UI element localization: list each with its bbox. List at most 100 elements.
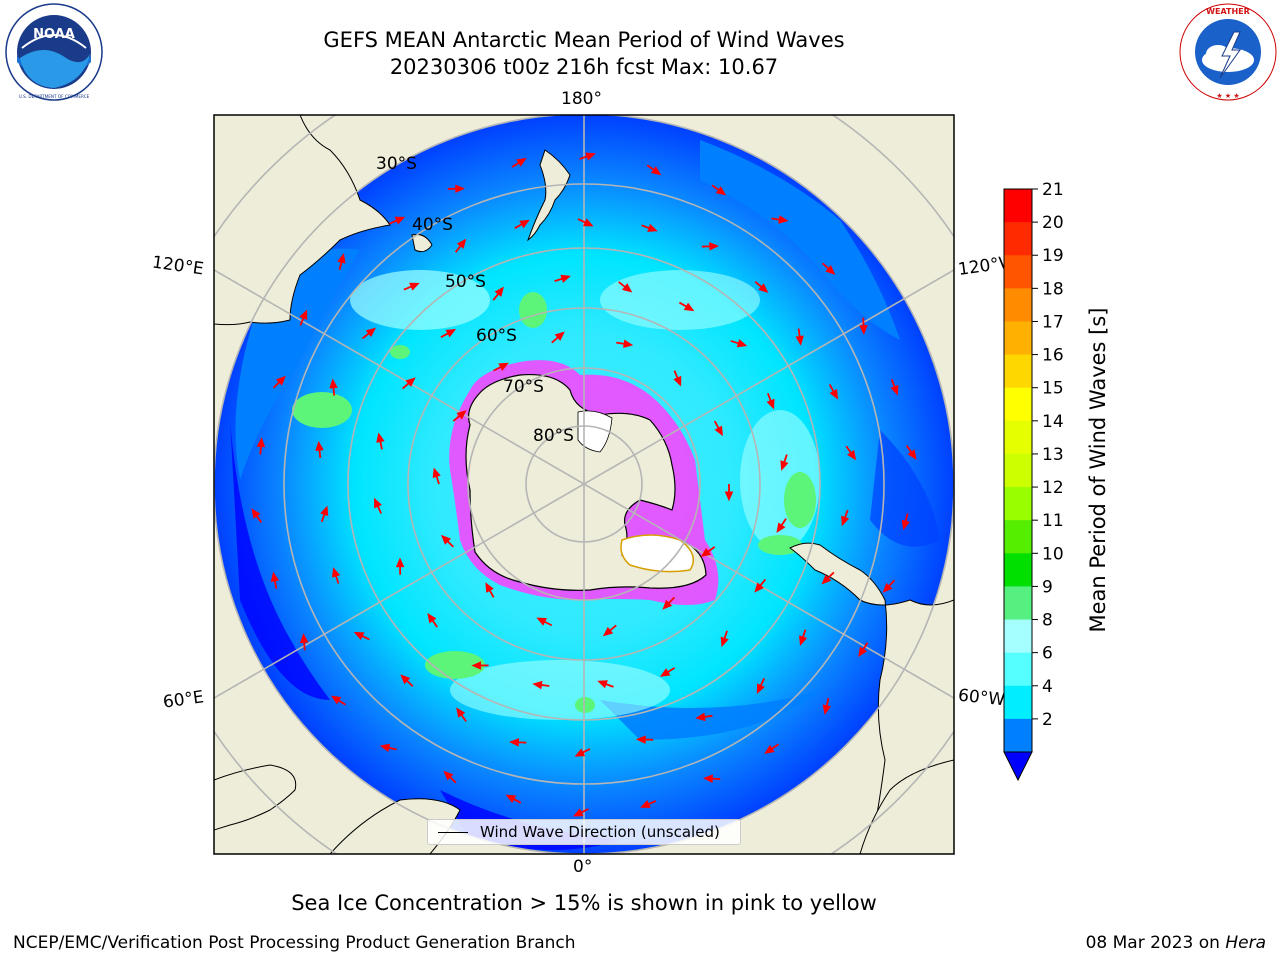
wind-arrow-head [640, 799, 651, 808]
wind-arrow-head [724, 491, 734, 502]
wind-arrow-head [736, 339, 748, 348]
sea-ice-caption: Sea Ice Concentration > 15% is shown in … [291, 891, 877, 915]
lat-label-50s: 50°S [445, 272, 486, 292]
wind-arrow-head [635, 735, 646, 744]
wind-arrow-head [841, 515, 850, 527]
colorbar-tick-label: 12 [1042, 478, 1064, 498]
wind-arrow-head [443, 770, 454, 781]
wind-arrow-head [623, 339, 634, 348]
wind-arrow-head [554, 331, 565, 342]
wind-arrow-head [516, 157, 527, 167]
wind-arrow-head [585, 152, 596, 161]
wind-arrow-head [847, 449, 857, 461]
wind-arrow-head [720, 636, 729, 648]
colorbar-band [1004, 520, 1032, 554]
colorbar-extend-triangle [1003, 751, 1033, 782]
wind-arrow-head [764, 744, 775, 754]
wind-arrow-head [519, 219, 530, 229]
wind-arrow-head [445, 329, 457, 338]
colorbar-tick-label: 17 [1042, 312, 1064, 332]
wind-arrow-head [275, 375, 286, 386]
wind-arrow-head [471, 661, 482, 670]
legend-label: Wind Wave Direction (unscaled) [480, 823, 720, 841]
wind-arrow-head [583, 218, 594, 227]
legend-line-swatch [438, 831, 468, 833]
colorbar-band [1004, 255, 1032, 289]
wind-arrow-head [379, 743, 391, 752]
colorbar-tick-label: 9 [1042, 577, 1053, 597]
wind-arrow-head [572, 808, 584, 817]
wind-arrow-head [858, 646, 868, 658]
wind-arrow-head [882, 582, 893, 593]
wind-arrow-head [574, 748, 586, 757]
wind-arrow-head [780, 460, 789, 471]
wind-arrow-head [395, 557, 405, 568]
graticule [214, 115, 954, 854]
wind-arrow-head [409, 282, 420, 291]
wind-arrow-head [536, 617, 547, 626]
wind-arrow-head [907, 449, 917, 460]
wind-arrow-head [256, 437, 266, 448]
wind-arrow-head [829, 388, 839, 400]
colorbar-tick-label: 8 [1042, 611, 1053, 631]
colorbar-label: Mean Period of Wind Waves [s] [1086, 307, 1110, 633]
colorbar-band [1004, 288, 1032, 322]
wind-arrow-head [455, 184, 466, 194]
colorbar-band [1004, 354, 1032, 389]
wind-arrow-head [432, 467, 441, 479]
colorbar-tick-label: 14 [1042, 412, 1064, 432]
wind-arrow-head [394, 216, 406, 225]
wind-arrow-head [485, 582, 494, 593]
wind-arrow-head [795, 335, 804, 346]
colorbar-tick-label: 19 [1042, 246, 1064, 266]
noaa-logo-icon: NOAA U.S. DEPARTMENT OF COMMERCE [5, 3, 103, 101]
colorbar: 21 20 19 18 17 16 15 14 13 12 11 10 9 8 6 4 2 [1003, 180, 1064, 782]
wind-arrow-head [702, 774, 713, 783]
map-legend: Wind Wave Direction (unscaled) [427, 819, 741, 845]
wind-arrow-head [776, 522, 786, 534]
colorbar-band [1004, 387, 1032, 422]
wind-arrow-head [494, 286, 504, 297]
wind-arrow-head [799, 635, 808, 646]
colorbar-tick-label: 2 [1042, 710, 1053, 730]
wind-arrow-head [695, 712, 706, 722]
map-subtitle: 20230306 t00z 216h fcst Max: 10.67 [389, 55, 779, 79]
wind-arrow-head [597, 680, 608, 689]
colorbar-tick-label: 6 [1042, 644, 1053, 664]
wind-arrow-head [754, 582, 764, 593]
wind-arrow-head [498, 362, 509, 371]
lat-label-60s: 60°S [476, 326, 517, 346]
footer-date: 08 Mar 2023 on Hera [1086, 933, 1266, 953]
wind-arrow-head [405, 377, 416, 387]
wind-arrow-head [714, 425, 723, 437]
wind-arrow-head [456, 410, 467, 420]
wind-arrow-head [890, 384, 899, 396]
lon-label-bottom: 0° [573, 857, 593, 877]
colorbar-tick-label: 13 [1042, 445, 1064, 465]
svg-text:WEATHER: WEATHER [1206, 7, 1250, 16]
colorbar-band [1004, 553, 1032, 587]
wind-arrow-head [456, 707, 466, 718]
wind-arrow-head [700, 547, 712, 558]
colorbar-band [1004, 189, 1032, 223]
colorbar-tick-label: 15 [1042, 379, 1064, 399]
continents [214, 115, 954, 854]
colorbar-tick-label: 10 [1042, 544, 1064, 564]
colorbar-frame [1003, 188, 1033, 753]
wind-arrow-head [320, 505, 329, 517]
wind-arrow-head [509, 738, 520, 747]
wind-arrow-head [374, 497, 382, 509]
wind-arrow-head [673, 375, 682, 387]
wind-arrow-head [766, 398, 775, 410]
wind-arrow-head [560, 274, 571, 283]
colorbar-tick-label: 16 [1042, 346, 1064, 366]
wind-arrow-head [715, 186, 727, 196]
wind-arrow-head [659, 668, 671, 677]
wind-arrow-head [532, 680, 543, 690]
colorbar-band [1004, 652, 1032, 687]
wind-arrow-head [821, 574, 832, 585]
wind-arrow-head [859, 325, 868, 335]
wind-arrow-head [441, 534, 451, 545]
nws-logo-icon: WEATHER ★ ★ ★ [1179, 3, 1277, 101]
